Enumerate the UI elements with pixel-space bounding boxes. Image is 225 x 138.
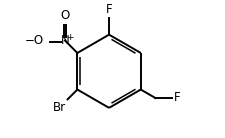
Text: −O: −O [25,34,44,47]
Text: F: F [105,3,112,16]
Text: O: O [60,9,69,22]
Text: N: N [60,34,69,47]
Text: F: F [173,91,180,104]
Text: Br: Br [52,101,65,114]
Text: +: + [66,33,73,42]
